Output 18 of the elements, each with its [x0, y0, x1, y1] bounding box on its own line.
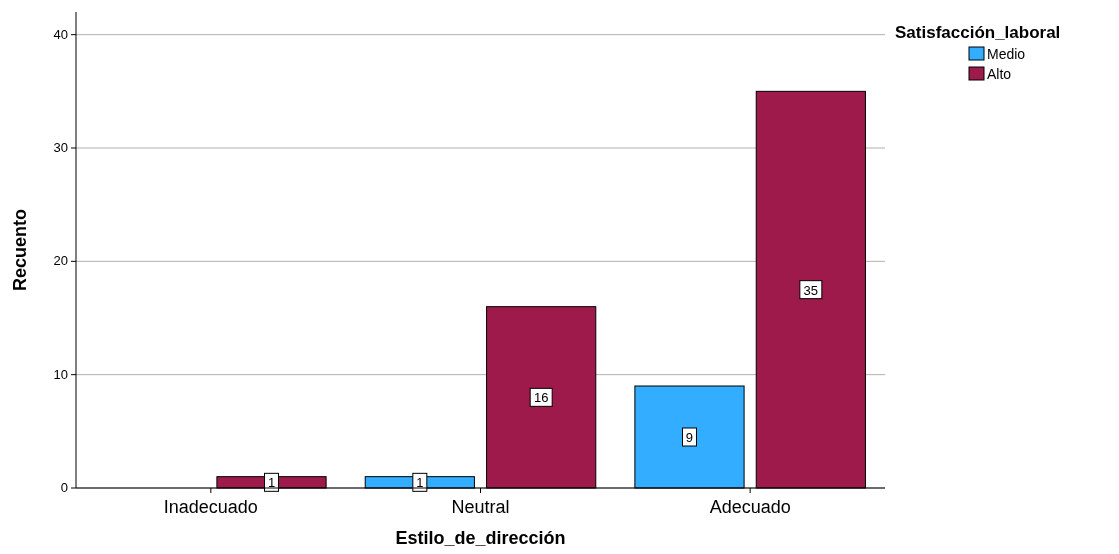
y-tick-label: 20	[53, 253, 68, 269]
x-tick-label: Neutral	[451, 497, 510, 517]
data-label: 35	[803, 282, 819, 298]
data-label: 1	[267, 475, 276, 491]
data-label: 1	[416, 475, 424, 491]
y-tick-label: 10	[53, 366, 68, 382]
legend-title: Satisfacción_laboral	[895, 23, 1061, 42]
x-tick-label: Adecuado	[709, 497, 791, 517]
x-tick-label: Inadecuado	[163, 497, 258, 517]
y-tick-label: 40	[53, 26, 68, 42]
data-label: 9	[685, 430, 694, 445]
y-tick-label: 30	[53, 140, 68, 155]
legend-label: Alto	[987, 66, 1012, 82]
data-label: 16	[533, 390, 549, 406]
x-axis-title: Estilo_de_dirección	[395, 528, 566, 548]
legend-label: Medio	[987, 46, 1026, 62]
y-axis-title: Recuento	[10, 208, 30, 292]
y-tick-label: 0	[60, 480, 68, 495]
